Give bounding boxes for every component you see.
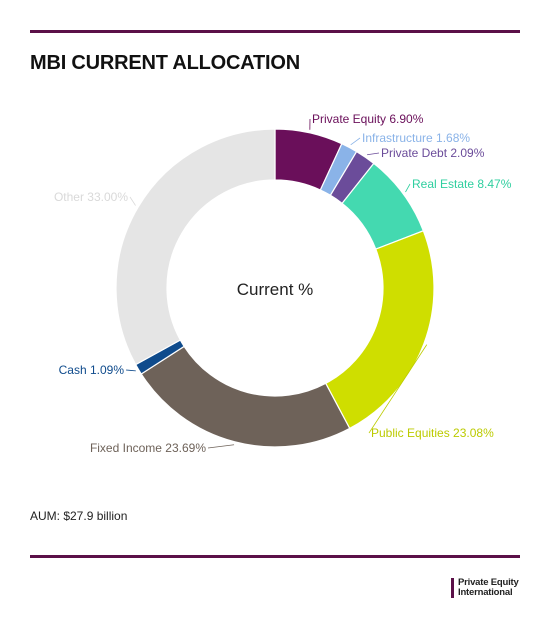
logo-line-1: Private Equity — [458, 577, 519, 588]
publisher-logo: Private Equity International — [451, 578, 519, 598]
slice-other — [115, 128, 276, 366]
center-label: Current % — [237, 280, 314, 299]
slice-fixed-income — [140, 345, 351, 448]
label-other: Other 33.00% — [54, 190, 128, 204]
label-cash: Cash 1.09% — [59, 363, 125, 377]
logo-line-2: International — [458, 587, 513, 598]
slice-public-equities — [324, 229, 435, 430]
aum-note: AUM: $27.9 billion — [30, 509, 128, 523]
label-fixed-income: Fixed Income 23.69% — [90, 441, 206, 455]
bottom-rule — [30, 555, 520, 558]
leader-infrastructure — [350, 137, 361, 146]
leader-real-estate — [405, 183, 411, 193]
leader-cash — [125, 369, 136, 372]
leader-fixed-income — [207, 444, 235, 449]
label-private-equity: Private Equity 6.90% — [312, 112, 424, 126]
leader-private-debt — [367, 152, 380, 156]
label-infrastructure: Infrastructure 1.68% — [362, 131, 470, 145]
label-private-debt: Private Debt 2.09% — [381, 146, 485, 160]
chart-title: MBI CURRENT ALLOCATION — [30, 52, 301, 74]
top-rule — [30, 30, 520, 33]
label-public-equities: Public Equities 23.08% — [371, 426, 494, 440]
label-real-estate: Real Estate 8.47% — [412, 177, 512, 191]
leader-public-equities — [368, 344, 428, 434]
leader-other — [129, 196, 136, 206]
